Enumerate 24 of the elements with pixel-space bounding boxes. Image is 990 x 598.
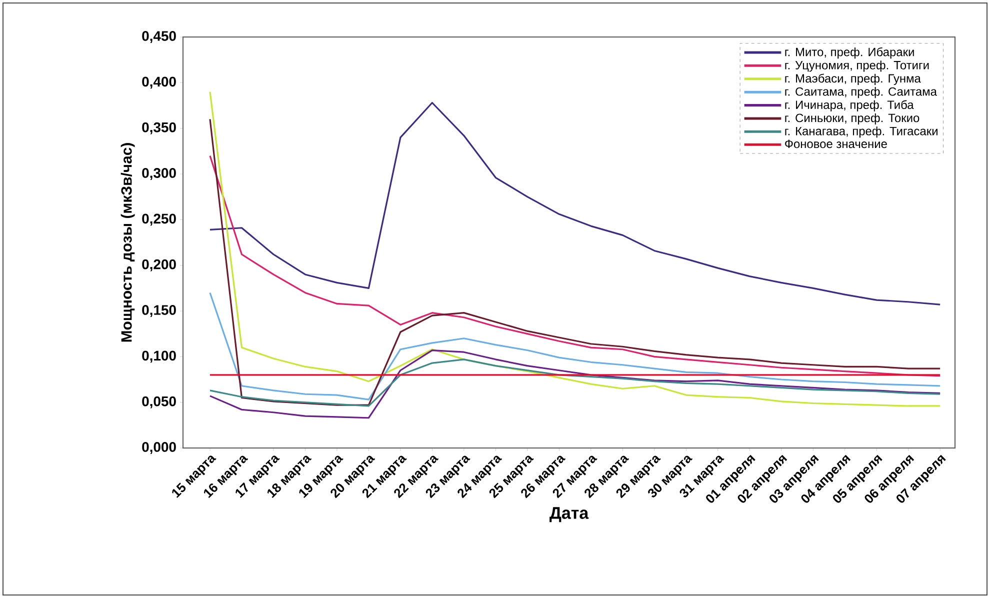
legend-label: г. Маэбаси, преф. Гунма	[785, 74, 921, 85]
y-tick-label: 0,100	[142, 350, 176, 363]
line-series	[209, 102, 941, 306]
legend-label: г. Канагава, преф. Тигасаки	[785, 126, 938, 138]
line-series	[209, 349, 941, 419]
y-axis-title: Мощность дозы (мкЗв/час)	[120, 143, 135, 342]
line-series	[209, 154, 941, 377]
legend-label: г. Мито, преф. Ибараки	[785, 47, 914, 59]
y-tick-label: 0,200	[142, 259, 176, 272]
y-tick-label: 0,000	[142, 442, 176, 454]
y-tick-label: 0,050	[142, 396, 176, 408]
legend-label: г. Уцуномия, преф. Тотиги	[785, 60, 929, 72]
y-tick-label: 0,350	[142, 122, 176, 134]
legend-label: г. Синьюки, преф. Токио	[785, 113, 920, 125]
y-tick-label: 0,150	[142, 305, 176, 317]
x-axis-title: Дата	[550, 507, 589, 522]
y-tick-label: 0,300	[142, 168, 176, 180]
line-series	[209, 292, 941, 400]
legend-label: г. Ичинара, преф. Тиба	[785, 100, 914, 112]
legend-label: г. Саитама, преф. Саитама	[785, 87, 937, 98]
y-tick-label: 0,400	[142, 76, 176, 89]
y-tick-label: 0,250	[142, 214, 176, 226]
y-tick-label: 0,450	[142, 31, 176, 43]
legend-label: Фоновое значение	[785, 140, 887, 148]
